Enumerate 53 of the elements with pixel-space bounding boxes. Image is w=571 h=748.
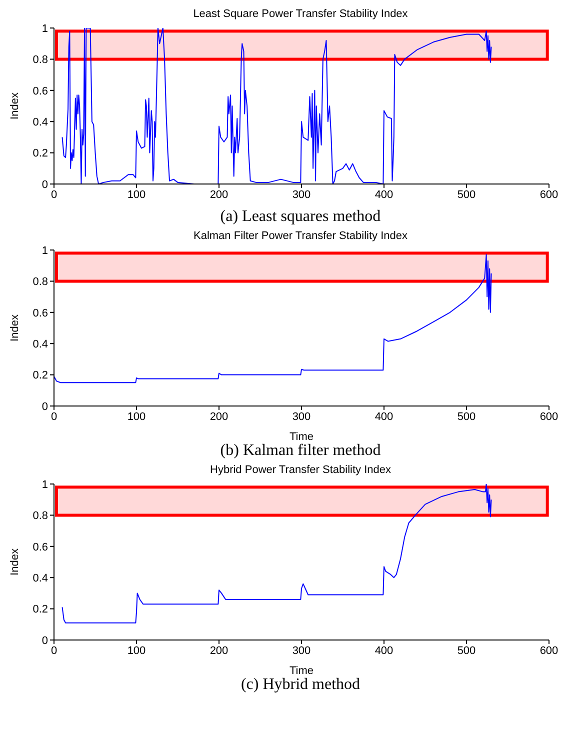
x-axis-title: Time [289,431,314,443]
x-tick-label: 500 [457,644,476,657]
y-tick-label: 0 [42,400,48,413]
x-tick-label: 200 [210,188,228,201]
chart-title: Least Square Power Transfer Stability Index [192,8,409,22]
x-tick-label: 600 [540,644,558,657]
x-tick-label: 600 [540,410,558,423]
chart-title: Kalman Filter Power Transfer Stability Index [192,230,408,244]
y-tick-label: 0.2 [32,148,48,160]
x-tick-label: 400 [374,410,394,423]
x-tick-label: 100 [127,410,146,423]
x-tick-label: 100 [127,644,146,657]
x-tick-label: 500 [457,410,476,423]
text: (a) Least squares method [219,208,382,226]
y-tick-label: 0.4 [32,116,48,129]
x-tick-label: 100 [127,188,146,201]
x-tick-label: 200 [210,644,228,657]
line-series [62,28,492,184]
y-axis-title: Index [8,92,21,120]
y-tick-label: 0 [42,634,48,647]
y-tick-label: 0 [42,178,48,191]
y-axis-title: Index [8,548,21,576]
y-tick-label: 0.4 [32,572,48,585]
x-tick-label: 200 [210,410,228,423]
x-axis-title: Time [289,665,314,677]
y-tick-label: 0.8 [32,510,48,522]
y-tick-label: 0.6 [32,307,48,320]
line-series [54,254,492,384]
y-axis-title: Index [8,314,21,342]
text: (c) Hybrid method [240,676,362,694]
y-tick-label: 0.6 [32,541,48,554]
x-tick-label: 300 [292,644,311,657]
y-tick-label: 0.4 [32,338,48,351]
y-tick-label: 1 [42,22,48,35]
x-tick-label: 500 [457,188,476,201]
x-tick-label: 600 [540,188,558,201]
x-tick-label: 400 [374,188,394,201]
x-tick-label: 0 [50,410,58,423]
y-tick-label: 1 [42,244,48,257]
x-tick-label: 300 [292,410,311,423]
y-tick-label: 0.6 [32,85,48,98]
y-tick-label: 0.8 [32,276,48,288]
x-tick-label: 300 [292,188,311,201]
y-tick-label: 0.8 [32,54,48,66]
text: (b) Kalman filter method [219,442,382,460]
chart-title: Hybrid Power Transfer Stability Index [209,464,392,478]
y-tick-label: 0.2 [32,604,48,616]
y-tick-label: 1 [42,478,48,491]
y-tick-label: 0.2 [32,370,48,382]
x-tick-label: 400 [374,644,394,657]
x-tick-label: 0 [50,644,58,657]
line-series [62,484,492,624]
x-tick-label: 0 [50,188,58,201]
